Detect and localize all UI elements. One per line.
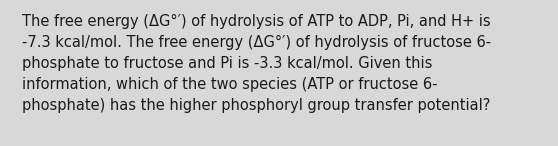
Text: The free energy (ΔG°′) of hydrolysis of ATP to ADP, Pi, and H+ is
-7.3 kcal/mol.: The free energy (ΔG°′) of hydrolysis of … [22,14,491,113]
